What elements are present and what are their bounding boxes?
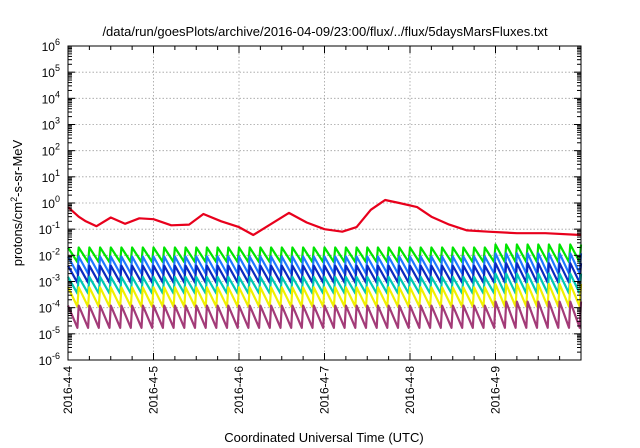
y-tick-label: 10-4 — [39, 299, 60, 316]
series-line-7 — [66, 300, 583, 329]
y-tick-label: 10-3 — [39, 273, 60, 290]
y-tick-label: 10-5 — [39, 325, 60, 342]
y-tick-label: 105 — [42, 63, 60, 80]
series-line-5 — [67, 272, 583, 295]
x-tick-label: 2016-4-5 — [147, 366, 161, 414]
series-line-3 — [67, 252, 583, 275]
x-tick-label: 2016-4-4 — [61, 366, 75, 414]
y-tick-label: 100 — [42, 194, 60, 211]
x-tick-label: 2016-4-6 — [232, 366, 246, 414]
x-tick-labels: 2016-4-4 2016-4-5 2016-4-6 2016-4-7 2016-4-8… — [61, 366, 503, 414]
y-tick-label: 103 — [42, 116, 60, 133]
series-line-2 — [67, 243, 583, 264]
x-tick-label: 2016-4-9 — [489, 366, 503, 414]
series-line-1 — [67, 198, 582, 237]
x-axis-label: Coordinated Universal Time (UTC) — [224, 430, 423, 445]
axis-ticks — [67, 45, 581, 361]
data-series — [66, 198, 583, 329]
series-line-6 — [67, 282, 583, 308]
y-tick-label: 104 — [42, 89, 60, 106]
y-tick-label: 102 — [42, 142, 60, 159]
y-axis-label: protons/cm2-s-sr-MeV — [9, 139, 25, 266]
y-tick-label: 101 — [42, 168, 60, 185]
series-line-4 — [67, 262, 583, 284]
y-tick-label: 106 — [42, 37, 60, 54]
x-tick-label: 2016-4-8 — [403, 366, 417, 414]
y-tick-label: 10-1 — [39, 220, 60, 237]
y-tick-labels: 10-6 10-5 10-4 10-3 10-2 10-1 100 101 102 103 104 1… — [39, 37, 60, 368]
y-tick-label: 10-2 — [39, 246, 60, 263]
y-tick-label: 10-6 — [39, 351, 60, 368]
plot-frame — [67, 45, 582, 361]
chart-title: /data/run/goesPlots/archive/2016-04-09/2… — [102, 24, 548, 39]
x-tick-label: 2016-4-7 — [318, 366, 332, 414]
